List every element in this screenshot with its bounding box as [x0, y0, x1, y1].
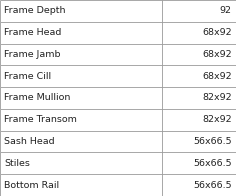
Text: 56x66.5: 56x66.5: [193, 137, 232, 146]
Text: Frame Jamb: Frame Jamb: [4, 50, 61, 59]
Text: Frame Cill: Frame Cill: [4, 72, 51, 81]
Text: 82x92: 82x92: [202, 115, 232, 124]
Text: 56x66.5: 56x66.5: [193, 159, 232, 168]
Text: Bottom Rail: Bottom Rail: [4, 181, 59, 190]
Text: Frame Mullion: Frame Mullion: [4, 93, 71, 103]
Text: 82x92: 82x92: [202, 93, 232, 103]
Text: 68x92: 68x92: [202, 28, 232, 37]
Text: 68x92: 68x92: [202, 50, 232, 59]
Text: Sash Head: Sash Head: [4, 137, 55, 146]
Text: 56x66.5: 56x66.5: [193, 181, 232, 190]
Text: Frame Depth: Frame Depth: [4, 6, 66, 15]
Text: 68x92: 68x92: [202, 72, 232, 81]
Text: 92: 92: [220, 6, 232, 15]
Text: Frame Transom: Frame Transom: [4, 115, 77, 124]
Text: Stiles: Stiles: [4, 159, 30, 168]
Text: Frame Head: Frame Head: [4, 28, 62, 37]
